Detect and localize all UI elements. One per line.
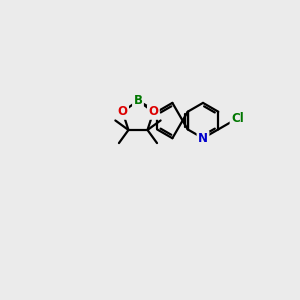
Text: Cl: Cl <box>231 112 244 125</box>
Text: O: O <box>118 105 128 119</box>
Text: O: O <box>148 105 158 119</box>
Text: B: B <box>134 94 142 107</box>
Text: N: N <box>198 132 208 145</box>
